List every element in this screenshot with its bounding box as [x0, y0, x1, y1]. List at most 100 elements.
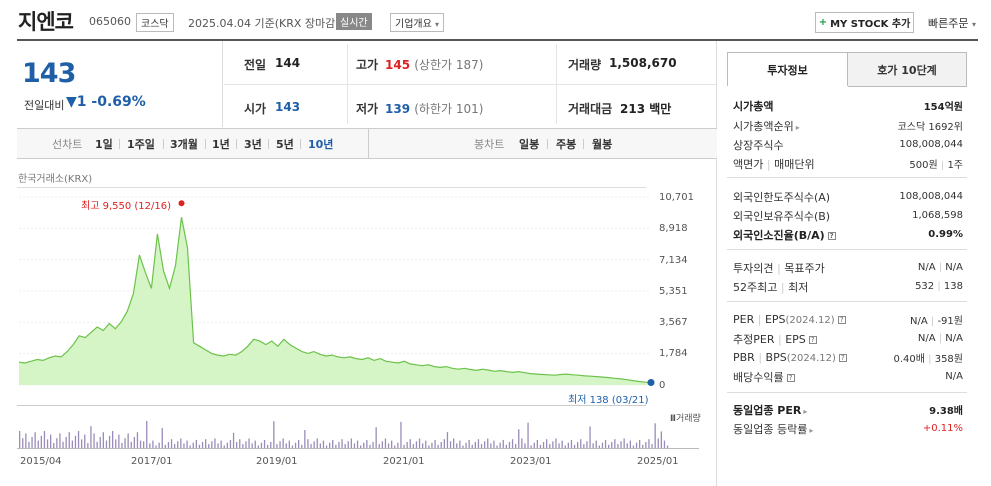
- volume-bar: [40, 435, 42, 449]
- volume-bar: [208, 444, 210, 449]
- volume-bar: [56, 438, 58, 449]
- volume-bar: [152, 440, 154, 449]
- my-stock-add-button[interactable]: + MY STOCK 추가: [815, 12, 914, 33]
- arrow-right-icon: ▸: [803, 406, 808, 416]
- tab-weekly-candle[interactable]: 주봉: [556, 138, 577, 151]
- down-arrow-icon: ▼: [66, 94, 77, 110]
- foreign-hold-row: 외국인보유주식수(B) 1,068,598: [733, 209, 963, 223]
- volume-bar: [555, 438, 557, 449]
- volume-bar: [46, 439, 49, 449]
- volume-bar: [527, 422, 529, 449]
- y-tick: 10,701: [659, 192, 694, 203]
- tab-hoga-10[interactable]: 호가 10단계: [847, 52, 967, 87]
- volume-bar: [493, 440, 495, 449]
- volume-bar: [229, 439, 232, 449]
- volume-bar: [118, 434, 120, 449]
- volume-bar: [329, 442, 331, 449]
- tab-3year[interactable]: 3년: [244, 138, 262, 151]
- volume-bar: [158, 442, 160, 449]
- market-cap-rank-row[interactable]: 시가총액순위 ▸ 코스닥 1692위: [733, 119, 963, 134]
- tab-invest-info[interactable]: 투자정보: [727, 52, 848, 87]
- volume-bar: [456, 443, 458, 449]
- volume-bar: [623, 438, 625, 449]
- tab-daily-candle[interactable]: 일봉: [519, 138, 540, 151]
- volume-bar: [446, 432, 449, 449]
- volume-bar: [660, 431, 662, 449]
- y-tick: 7,134: [659, 255, 688, 266]
- volume-bar: [598, 445, 600, 449]
- volume-bar: [480, 444, 483, 449]
- volume-bar: [102, 432, 104, 449]
- volume-bar: [93, 433, 95, 449]
- tab-1year[interactable]: 1년: [212, 138, 230, 151]
- pbr-row: PBR | BPS(2024.12)? 0.40배 | 358원: [733, 351, 963, 365]
- volume-bar: [573, 444, 576, 449]
- volume-bar: [468, 439, 470, 449]
- tab-1week[interactable]: 1주일: [127, 138, 155, 151]
- volume-bar: [403, 444, 405, 449]
- volume-bar: [415, 441, 418, 449]
- volume-bar: [570, 439, 573, 449]
- volume-bar: [211, 441, 213, 449]
- help-icon[interactable]: ?: [808, 335, 817, 344]
- volume-bar: [344, 444, 346, 449]
- volume-bar: [130, 441, 132, 449]
- help-icon[interactable]: ?: [786, 373, 795, 382]
- volume-bar: [149, 443, 151, 449]
- volume-bar: [220, 440, 222, 449]
- quote-date: 2025.04.04 기준(KRX 장마감): [188, 17, 340, 30]
- volume-bar: [279, 441, 281, 449]
- volume-bar: [285, 443, 287, 449]
- quick-order-button[interactable]: 빠른주문 ▾: [928, 17, 976, 30]
- volume-bar: [626, 443, 628, 449]
- amount-label: 거래대금: [568, 102, 613, 116]
- volume-bar: [186, 440, 188, 449]
- volume-bar: [418, 438, 421, 449]
- help-icon[interactable]: ?: [837, 316, 846, 324]
- volume-bar: [577, 442, 579, 449]
- realtime-badge[interactable]: 실시간: [336, 13, 372, 30]
- tab-sep: [583, 139, 584, 149]
- volume-bar: [614, 439, 616, 449]
- volume-bar: [511, 439, 514, 449]
- tab-3month[interactable]: 3개월: [170, 138, 198, 151]
- open-value: 143: [275, 100, 301, 114]
- tab-line-chart[interactable]: 선차트: [52, 138, 83, 151]
- section-divider: [727, 392, 967, 393]
- open-label: 시가: [244, 102, 267, 116]
- volume-bar: [412, 444, 414, 449]
- volume-bar: [632, 445, 635, 449]
- volume-bar: [34, 432, 36, 449]
- volume-bar: [611, 442, 613, 449]
- help-icon[interactable]: ?: [827, 231, 836, 240]
- volume-bar: [77, 431, 80, 449]
- volume-bar: [71, 440, 73, 449]
- tab-monthly-candle[interactable]: 월봉: [592, 138, 613, 151]
- volume-bar: [260, 442, 263, 449]
- volume-bar: [391, 440, 393, 449]
- volume-bar: [192, 442, 194, 449]
- tab-sep: [205, 139, 206, 149]
- sector-per-row[interactable]: 동일업종 PER ▸ 9.38배: [733, 403, 963, 418]
- volume-bar: [431, 442, 433, 449]
- volume-bar: [301, 444, 303, 449]
- volume-bar: [242, 444, 244, 449]
- volume-bar: [422, 443, 424, 449]
- tab-1day[interactable]: 1일: [95, 138, 113, 151]
- price-change: ▼1 -0.69%: [66, 94, 146, 110]
- sector-change-row[interactable]: 동일업종 등락률 ▸ +0.11%: [733, 422, 963, 436]
- tab-10year[interactable]: 10년: [308, 138, 334, 151]
- tab-candle-chart[interactable]: 봉차트: [474, 138, 505, 151]
- volume-bar: [449, 441, 452, 449]
- volume-bar: [177, 441, 179, 449]
- market-cap-row: 시가총액 154억원: [733, 99, 963, 114]
- tab-5year[interactable]: 5년: [276, 138, 294, 151]
- volume-bar: [580, 439, 582, 449]
- volume-bar: [316, 438, 318, 449]
- help-icon[interactable]: ?: [838, 354, 847, 362]
- volume-bar: [325, 445, 328, 449]
- volume-bar: [505, 444, 507, 449]
- volume-bar: [139, 440, 142, 449]
- company-info-dropdown[interactable]: 기업개요 ▾: [390, 13, 445, 32]
